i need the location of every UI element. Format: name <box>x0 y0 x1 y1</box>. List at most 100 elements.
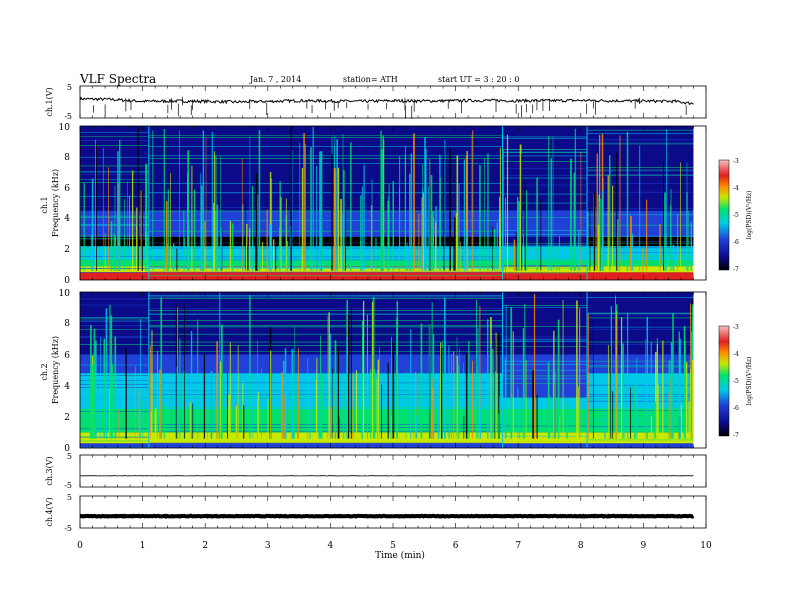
spectrogram-band <box>148 432 503 444</box>
ch2-ytick-2: 2 <box>64 413 70 423</box>
ch1-ytick-0: 0 <box>64 276 70 286</box>
cb1-tick-m6: -6 <box>733 239 739 246</box>
ch1-waveform-panel: 5 -5 ch.1(V) <box>45 83 707 121</box>
ch2-channel-label: ch.2 <box>40 363 49 380</box>
spectrogram-band <box>502 443 588 448</box>
cb2-tick-m7: -7 <box>733 432 739 439</box>
spectrogram-band <box>502 236 588 247</box>
x-tick-label: 7 <box>515 541 521 551</box>
ch3-ytick-bottom: -5 <box>64 481 72 490</box>
ch4-trace <box>80 513 695 519</box>
spectrogram-band <box>148 236 503 247</box>
spectrogram-band <box>502 409 588 433</box>
station-label: station= ATH <box>343 75 398 84</box>
spectrogram-band <box>587 266 694 273</box>
spectrogram-band <box>148 354 503 374</box>
figure-title: VLF Spectra <box>79 72 156 86</box>
ch1-ytick-6: 6 <box>64 184 70 194</box>
spectrogram-band <box>587 432 694 444</box>
ch1-ytick-10: 10 <box>59 123 71 133</box>
ch1-colorbar: -3 -4 -5 -6 -7 log(PSD)(V²/Hz) <box>718 158 753 273</box>
x-tick-label: 3 <box>265 541 271 551</box>
spectrogram-band <box>502 373 588 399</box>
spectrogram-band <box>80 354 149 374</box>
spectrogram-band <box>587 259 694 267</box>
ch3-ylabel: ch.3(V) <box>45 456 54 485</box>
spectrogram-band <box>502 272 588 280</box>
spectrogram-band <box>502 398 588 409</box>
spectrogram-band <box>80 398 149 409</box>
ch2-freq-label: Frequency (kHz) <box>51 336 60 404</box>
ch1-ytick-8: 8 <box>64 153 70 163</box>
ch4-ytick-bottom: -5 <box>64 524 72 533</box>
ch1-ytick-top: 5 <box>67 83 72 92</box>
ch2-colorbar: -3 -4 -5 -6 -7 log(PSD)(V²/Hz) <box>718 324 753 439</box>
spectrogram-band <box>80 409 149 433</box>
cb1-tick-m5: -5 <box>733 212 739 219</box>
ch2-spectrogram-panel: 0 2 4 6 8 10 ch.2 Frequency (kHz) <box>40 289 707 454</box>
spectrogram-band <box>502 259 588 267</box>
spectrogram-band <box>80 443 149 448</box>
ch1-channel-label: ch.1 <box>40 196 49 213</box>
spectrogram-band <box>148 259 503 267</box>
ch1-spectrogram-panel: 0 2 4 6 8 10 ch.1 Frequency (kHz) <box>40 123 707 286</box>
spectrogram-band <box>80 432 149 444</box>
ch3-waveform-panel: 5 -5 ch.3(V) <box>45 452 707 490</box>
cb1-tick-m3: -3 <box>733 158 739 165</box>
x-tick-label: 4 <box>328 541 334 551</box>
x-tick-label: 5 <box>390 541 396 551</box>
spectrogram-band <box>148 398 503 409</box>
spectrogram-band <box>587 179 694 211</box>
spectrogram-band <box>587 292 694 355</box>
spectrogram-band <box>502 292 588 355</box>
cb2-tick-m6: -6 <box>733 405 739 412</box>
spectrogram-band <box>80 179 149 211</box>
ch3-ytick-top: 5 <box>67 452 72 461</box>
spectrogram-band <box>502 210 588 237</box>
spectrogram-band <box>148 292 503 355</box>
x-tick-label: 10 <box>700 541 712 551</box>
x-tick-label: 1 <box>140 541 146 551</box>
spectrogram-band <box>502 266 588 273</box>
date-label: Jan. 7 , 2014 <box>249 75 301 84</box>
ch4-ytick-top: 5 <box>67 493 72 502</box>
spectrogram-band <box>148 272 503 280</box>
x-tick-label: 9 <box>641 541 647 551</box>
spectrogram-band <box>502 126 588 180</box>
cb1-tick-m7: -7 <box>733 266 739 273</box>
x-tick-label: 8 <box>578 541 584 551</box>
cb2-tick-m4: -4 <box>733 351 739 358</box>
spectrogram-band <box>587 398 694 409</box>
ch2-ytick-6: 6 <box>64 351 70 361</box>
spectrogram-band <box>587 354 694 374</box>
ch4-waveform-panel: 5 -5 ch.4(V) <box>45 493 707 533</box>
spectrogram-band <box>502 432 588 444</box>
ch2-ytick-0: 0 <box>64 444 70 454</box>
ch2-ytick-4: 4 <box>64 382 70 392</box>
ch1-freq-label: Frequency (kHz) <box>51 169 60 237</box>
spectrogram-band <box>80 272 149 280</box>
cb1-label: log(PSD)(V²/Hz) <box>746 191 753 240</box>
cb2-tick-m5: -5 <box>733 378 739 385</box>
cb2-label: log(PSD)(V²/Hz) <box>746 357 753 406</box>
x-tick-label: 0 <box>77 541 83 551</box>
spectrogram-band <box>148 266 503 273</box>
ch1-ytick-2: 2 <box>64 245 70 255</box>
ch2-ytick-8: 8 <box>64 319 70 329</box>
spectrogram-band <box>587 272 694 280</box>
ch4-ylabel: ch.4(V) <box>45 497 54 526</box>
ch1-ytick-bottom: -5 <box>64 112 72 121</box>
x-tick-label: 6 <box>453 541 459 551</box>
spectrogram-band <box>587 443 694 448</box>
start-time-label: start UT = 3 : 20 : 0 <box>438 75 519 84</box>
cb2-tick-m3: -3 <box>733 324 739 331</box>
x-axis-tick-labels: 0 1 2 3 4 5 6 7 8 9 10 <box>77 541 712 551</box>
cb1-tick-m4: -4 <box>733 185 739 192</box>
spectrogram-band <box>587 409 694 433</box>
ch1-ytick-4: 4 <box>64 214 70 224</box>
x-axis-label: Time (min) <box>375 550 425 561</box>
ch2-ytick-10: 10 <box>59 289 71 299</box>
x-tick-label: 2 <box>202 541 208 551</box>
ch1-ylabel: ch.1(V) <box>45 87 54 116</box>
spectrogram-band <box>80 126 149 180</box>
